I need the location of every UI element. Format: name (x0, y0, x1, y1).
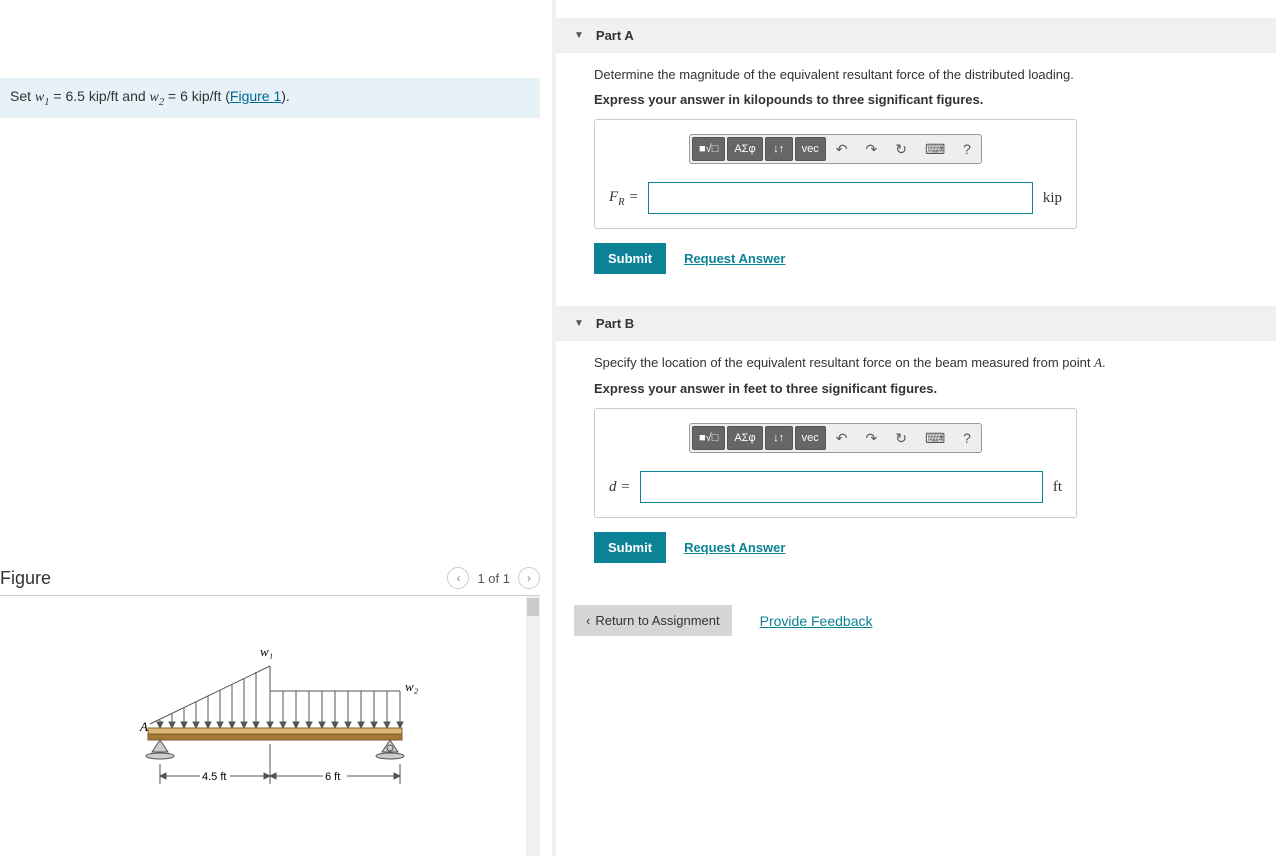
templates-button[interactable]: ■√□ (692, 426, 725, 450)
vec-button[interactable]: vec (795, 137, 826, 161)
figure-prev-button[interactable]: ‹ (447, 567, 469, 589)
vec-button[interactable]: vec (795, 426, 826, 450)
provide-feedback-link[interactable]: Provide Feedback (760, 613, 873, 629)
subsup-button[interactable]: ↓↑ (765, 137, 793, 161)
figure-content: A w₁ w₂ 4.5 ft 6 ft (0, 596, 540, 856)
greek-button[interactable]: ΑΣφ (727, 137, 762, 161)
part-a-label: FR = (609, 189, 638, 208)
keyboard-button[interactable]: ⌨ (917, 427, 953, 450)
part-b-answer-box: ■√□ ΑΣφ ↓↑ vec ↶ ↷ ↻ ⌨ ? d = (594, 408, 1077, 518)
help-button[interactable]: ? (955, 427, 979, 449)
collapse-icon: ▼ (574, 318, 584, 329)
figure-link[interactable]: Figure 1 (230, 88, 281, 104)
part-a-header[interactable]: ▼ Part A (556, 18, 1276, 53)
part-b-submit-button[interactable]: Submit (594, 532, 666, 563)
reset-button[interactable]: ↻ (887, 138, 915, 161)
part-a-unit: kip (1043, 190, 1062, 207)
figure-scrollbar[interactable] (526, 596, 540, 856)
figure-counter: 1 of 1 (477, 571, 510, 586)
figure-title: Figure (0, 568, 51, 589)
equation-toolbar: ■√□ ΑΣφ ↓↑ vec ↶ ↷ ↻ ⌨ ? (689, 423, 982, 453)
part-a-request-answer-link[interactable]: Request Answer (684, 251, 785, 266)
beam-diagram: A w₁ w₂ 4.5 ft 6 ft (110, 636, 430, 816)
undo-button[interactable]: ↶ (828, 138, 856, 161)
part-a-input[interactable] (648, 182, 1032, 214)
part-a-title: Part A (596, 28, 634, 43)
part-a-submit-button[interactable]: Submit (594, 243, 666, 274)
part-b-question: Specify the location of the equivalent r… (594, 355, 1258, 371)
part-b-request-answer-link[interactable]: Request Answer (684, 540, 785, 555)
part-a-instruction: Express your answer in kilopounds to thr… (594, 92, 1258, 107)
greek-button[interactable]: ΑΣφ (727, 426, 762, 450)
part-b-unit: ft (1053, 479, 1062, 496)
part-b-header[interactable]: ▼ Part B (556, 306, 1276, 341)
figure-next-button[interactable]: › (518, 567, 540, 589)
part-b-title: Part B (596, 316, 634, 331)
dim-1: 4.5 ft (202, 771, 226, 783)
reset-button[interactable]: ↻ (887, 427, 915, 450)
subsup-button[interactable]: ↓↑ (765, 426, 793, 450)
label-w2: w₂ (405, 679, 419, 694)
dim-2: 6 ft (325, 771, 340, 783)
label-a: A (139, 719, 148, 734)
problem-statement: Set w1 = 6.5 kip/ft and w2 = 6 kip/ft (F… (0, 78, 540, 118)
part-b-instruction: Express your answer in feet to three sig… (594, 381, 1258, 396)
equation-toolbar: ■√□ ΑΣφ ↓↑ vec ↶ ↷ ↻ ⌨ ? (689, 134, 982, 164)
part-b-label: d = (609, 479, 630, 496)
part-a-answer-box: ■√□ ΑΣφ ↓↑ vec ↶ ↷ ↻ ⌨ ? FR = (594, 119, 1077, 229)
help-button[interactable]: ? (955, 138, 979, 160)
chevron-left-icon: ‹ (586, 613, 590, 628)
return-to-assignment-button[interactable]: ‹Return to Assignment (574, 605, 732, 636)
undo-button[interactable]: ↶ (828, 427, 856, 450)
redo-button[interactable]: ↷ (857, 427, 885, 450)
part-b-input[interactable] (640, 471, 1042, 503)
label-w1: w₁ (260, 644, 273, 659)
redo-button[interactable]: ↷ (857, 138, 885, 161)
keyboard-button[interactable]: ⌨ (917, 138, 953, 161)
part-a-question: Determine the magnitude of the equivalen… (594, 67, 1258, 82)
templates-button[interactable]: ■√□ (692, 137, 725, 161)
collapse-icon: ▼ (574, 30, 584, 41)
problem-prefix: Set (10, 88, 35, 104)
